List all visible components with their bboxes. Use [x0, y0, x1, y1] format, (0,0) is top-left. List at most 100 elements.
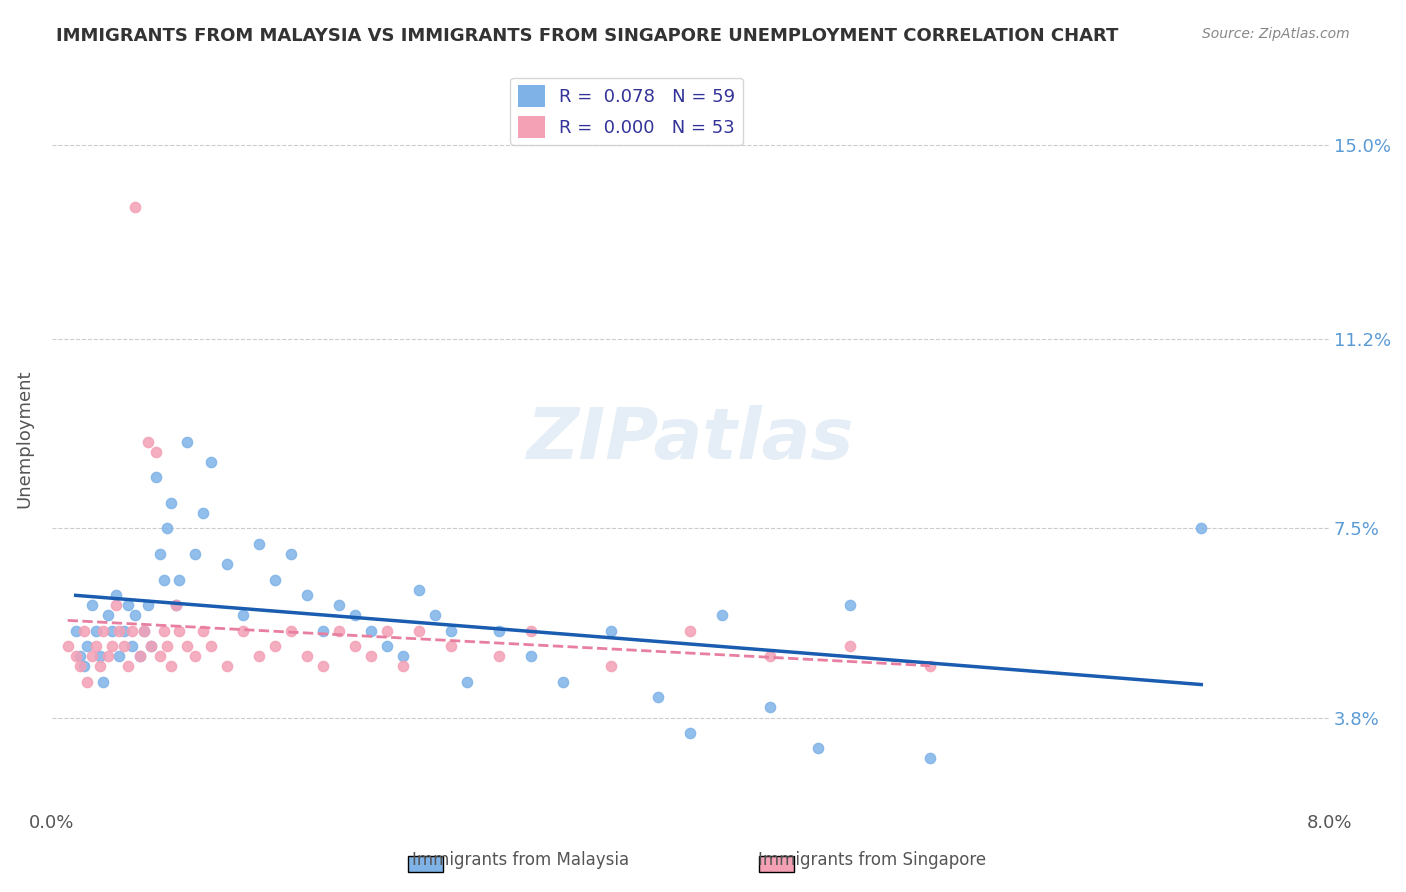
Point [86, 639, 108, 653]
Point [73, 624, 96, 638]
Point [128, 649, 150, 664]
Point [759, 700, 782, 714]
Point [152, 624, 174, 638]
Point [165, 598, 187, 612]
Point [295, 649, 318, 664]
Point [519, 624, 541, 638]
Point [247, 537, 270, 551]
Point [91, 624, 114, 638]
Point [423, 608, 446, 623]
Text: IMMIGRANTS FROM MALAYSIA VS IMMIGRANTS FROM SINGAPORE UNEMPLOYMENT CORRELATION C: IMMIGRANTS FROM MALAYSIA VS IMMIGRANTS F… [56, 27, 1119, 45]
Point [97, 649, 120, 664]
Point [759, 649, 782, 664]
Point [121, 639, 143, 653]
Point [65, 624, 87, 638]
Point [295, 588, 318, 602]
Point [156, 639, 179, 653]
Point [193, 506, 215, 520]
Point [80, 598, 103, 612]
Point [440, 639, 463, 653]
Point [264, 639, 287, 653]
Point [599, 624, 621, 638]
Point [117, 598, 139, 612]
Point [839, 598, 862, 612]
Point [280, 547, 302, 561]
Point [217, 659, 239, 673]
Point [117, 659, 139, 673]
Point [145, 470, 167, 484]
Point [184, 649, 207, 664]
Text: ZIPatlas: ZIPatlas [527, 405, 853, 474]
Point [711, 608, 734, 623]
Point [80, 649, 103, 664]
Point [156, 521, 179, 535]
Point [73, 659, 96, 673]
Point [136, 434, 159, 449]
Point [392, 649, 415, 664]
Point [184, 547, 207, 561]
Point [76, 674, 98, 689]
Point [312, 659, 335, 673]
Point [408, 624, 430, 638]
Point [280, 624, 302, 638]
Point [1189, 521, 1212, 535]
Point [136, 598, 159, 612]
Point [551, 674, 574, 689]
Point [91, 674, 114, 689]
Point [124, 608, 146, 623]
Point [217, 558, 239, 572]
Point [232, 608, 254, 623]
Point [160, 659, 183, 673]
Point [152, 573, 174, 587]
Point [488, 624, 510, 638]
Point [169, 573, 191, 587]
Point [107, 624, 129, 638]
Point [328, 624, 350, 638]
Point [599, 659, 621, 673]
Point [519, 649, 541, 664]
Point [149, 547, 172, 561]
Point [121, 624, 143, 638]
Point [101, 639, 124, 653]
Point [193, 624, 215, 638]
Point [408, 582, 430, 597]
Text: Immigrants from Malaysia: Immigrants from Malaysia [412, 851, 628, 869]
Y-axis label: Unemployment: Unemployment [15, 370, 32, 508]
Point [176, 639, 198, 653]
Point [69, 659, 91, 673]
Point [76, 639, 98, 653]
Point [360, 649, 382, 664]
Point [149, 649, 172, 664]
Point [86, 624, 108, 638]
Point [375, 624, 398, 638]
Legend: R =  0.078   N = 59, R =  0.000   N = 53: R = 0.078 N = 59, R = 0.000 N = 53 [510, 78, 742, 145]
Point [56, 639, 79, 653]
Point [134, 624, 156, 638]
Point [392, 659, 415, 673]
Point [107, 649, 129, 664]
Point [200, 639, 222, 653]
Point [89, 659, 111, 673]
Point [101, 624, 124, 638]
Text: Source: ZipAtlas.com: Source: ZipAtlas.com [1202, 27, 1350, 41]
Point [312, 624, 335, 638]
Point [679, 726, 702, 740]
Point [344, 608, 367, 623]
Point [139, 639, 162, 653]
Point [264, 573, 287, 587]
Point [360, 624, 382, 638]
Point [456, 674, 478, 689]
Point [647, 690, 669, 705]
Point [807, 741, 830, 756]
Point [679, 624, 702, 638]
Point [200, 455, 222, 469]
Point [139, 639, 162, 653]
Point [440, 624, 463, 638]
Point [344, 639, 367, 653]
Point [104, 598, 127, 612]
Point [128, 649, 150, 664]
Point [89, 649, 111, 664]
Point [69, 649, 91, 664]
Point [375, 639, 398, 653]
Point [97, 608, 120, 623]
